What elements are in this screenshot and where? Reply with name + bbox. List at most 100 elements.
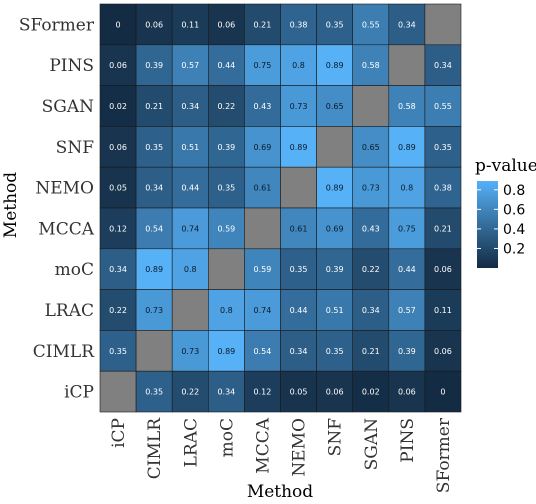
legend-tick-label: 0.6 — [503, 202, 525, 218]
heatmap-cell — [244, 330, 281, 372]
heatmap-cell — [208, 289, 245, 331]
cell-value-label: 0.06 — [434, 265, 452, 274]
heatmap-cell — [280, 166, 317, 209]
heatmap-cell — [244, 207, 281, 250]
heatmap-cell — [316, 126, 354, 168]
cell-value-label: 0.73 — [145, 306, 163, 315]
cell-value-label: 0.05 — [290, 388, 308, 397]
cell-value-label: 0.39 — [398, 347, 416, 356]
y-tick-label: NEMO — [35, 179, 94, 199]
cell-value-label: 0.8 — [292, 61, 305, 70]
heatmap-cell — [280, 207, 317, 250]
cell-value-label: 0.06 — [398, 388, 416, 397]
heatmap-cell — [244, 85, 281, 127]
cell-value-label: 0.69 — [254, 143, 272, 152]
heatmap-cell — [208, 166, 245, 209]
heatmap-cell — [171, 85, 209, 127]
cell-value-label: 0.55 — [362, 20, 380, 29]
cell-value-label: 0.51 — [326, 306, 344, 315]
cell-value-label: 0.34 — [362, 306, 380, 315]
y-tick-label: SNF — [56, 138, 95, 158]
x-tick-label: PINS — [398, 418, 418, 463]
heatmap-cell — [99, 44, 137, 86]
heatmap-cell — [99, 207, 137, 250]
heatmap-cell — [208, 370, 245, 413]
heatmap-cell — [424, 207, 462, 250]
heatmap-cell — [135, 330, 173, 372]
heatmap-cell — [352, 248, 390, 290]
x-axis-title: Method — [247, 482, 313, 502]
cell-value-label: 0.43 — [254, 102, 272, 111]
y-tick-label: CIMLR — [33, 342, 95, 362]
cell-value-label: 0.58 — [362, 61, 380, 70]
heatmap-cell — [99, 3, 137, 46]
cell-value-label: 0.05 — [109, 184, 127, 193]
cell-value-label: 0.89 — [326, 184, 344, 193]
cell-value-label: 0.75 — [254, 61, 272, 70]
cell-value-label: 0.65 — [362, 143, 380, 152]
cell-value-label: 0.51 — [181, 143, 199, 152]
x-tick-label: SGAN — [362, 418, 382, 471]
cell-value-label: 0.21 — [254, 20, 272, 29]
heatmap-cell — [352, 85, 390, 127]
heatmap-cell — [352, 44, 390, 86]
cell-value-label: 0 — [116, 20, 121, 29]
x-tick-label: moC — [217, 418, 237, 457]
cell-value-label: 0.22 — [109, 306, 127, 315]
x-tick-label: CIMLR — [145, 417, 165, 479]
y-tick-label: PINS — [49, 56, 94, 76]
heatmap-cell — [316, 330, 354, 372]
heatmap-cell — [171, 370, 209, 413]
cell-value-label: 0.59 — [217, 224, 235, 233]
cell-value-label: 0.8 — [220, 306, 233, 315]
heatmap-cell — [316, 289, 354, 331]
cell-value-label: 0.06 — [109, 143, 127, 152]
x-tick-label: SNF — [326, 418, 346, 457]
heatmap-cell — [99, 166, 137, 209]
cell-value-label: 0.61 — [290, 224, 308, 233]
cell-value-label: 0.22 — [181, 388, 199, 397]
heatmap-cell — [388, 207, 426, 250]
x-tick-label: iCP — [109, 418, 129, 448]
cell-value-label: 0.73 — [290, 102, 308, 111]
heatmap-cell — [208, 126, 245, 168]
cell-value-label: 0.12 — [254, 388, 272, 397]
heatmap-cell — [135, 166, 173, 209]
cell-value-label: 0.11 — [181, 20, 199, 29]
heatmap-cell — [280, 248, 317, 290]
heatmap-cell — [352, 370, 390, 413]
heatmap-cell — [244, 370, 281, 413]
y-axis-title: Method — [1, 172, 21, 238]
heatmap-cell — [171, 330, 209, 372]
heatmap-cell — [280, 370, 317, 413]
cell-value-label: 0.89 — [290, 143, 308, 152]
cell-value-label: 0.35 — [145, 388, 163, 397]
heatmap-cell — [352, 3, 390, 46]
cell-value-label: 0.89 — [145, 265, 163, 274]
cell-value-label: 0.59 — [254, 265, 272, 274]
cell-value-label: 0.61 — [254, 184, 272, 193]
cell-value-label: 0.65 — [326, 102, 344, 111]
heatmap-cell — [280, 3, 317, 46]
cell-value-label: 0.57 — [181, 61, 199, 70]
cell-value-label: 0.35 — [434, 143, 452, 152]
heatmap-cell — [171, 207, 209, 250]
cell-value-label: 0.02 — [109, 102, 127, 111]
cell-value-label: 0.54 — [254, 347, 272, 356]
heatmap-cell — [388, 44, 426, 86]
heatmap-cell — [388, 370, 426, 413]
heatmap-cell — [280, 289, 317, 331]
heatmap-cell — [99, 126, 137, 168]
legend-colorbar — [477, 181, 498, 268]
heatmap-cell — [99, 330, 137, 372]
legend-ticks: 0.8 0.6 0.4 0.2 — [477, 183, 525, 257]
heatmap-cell — [352, 166, 390, 209]
cell-value-label: 0.34 — [109, 265, 127, 274]
cell-value-label: 0.89 — [326, 61, 344, 70]
cell-value-label: 0.35 — [145, 143, 163, 152]
cell-value-label: 0.35 — [290, 265, 308, 274]
heatmap-cell — [171, 289, 209, 331]
heatmap-cell — [424, 3, 462, 46]
cell-value-label: 0.74 — [254, 306, 272, 315]
cell-value-label: 0.34 — [181, 102, 199, 111]
